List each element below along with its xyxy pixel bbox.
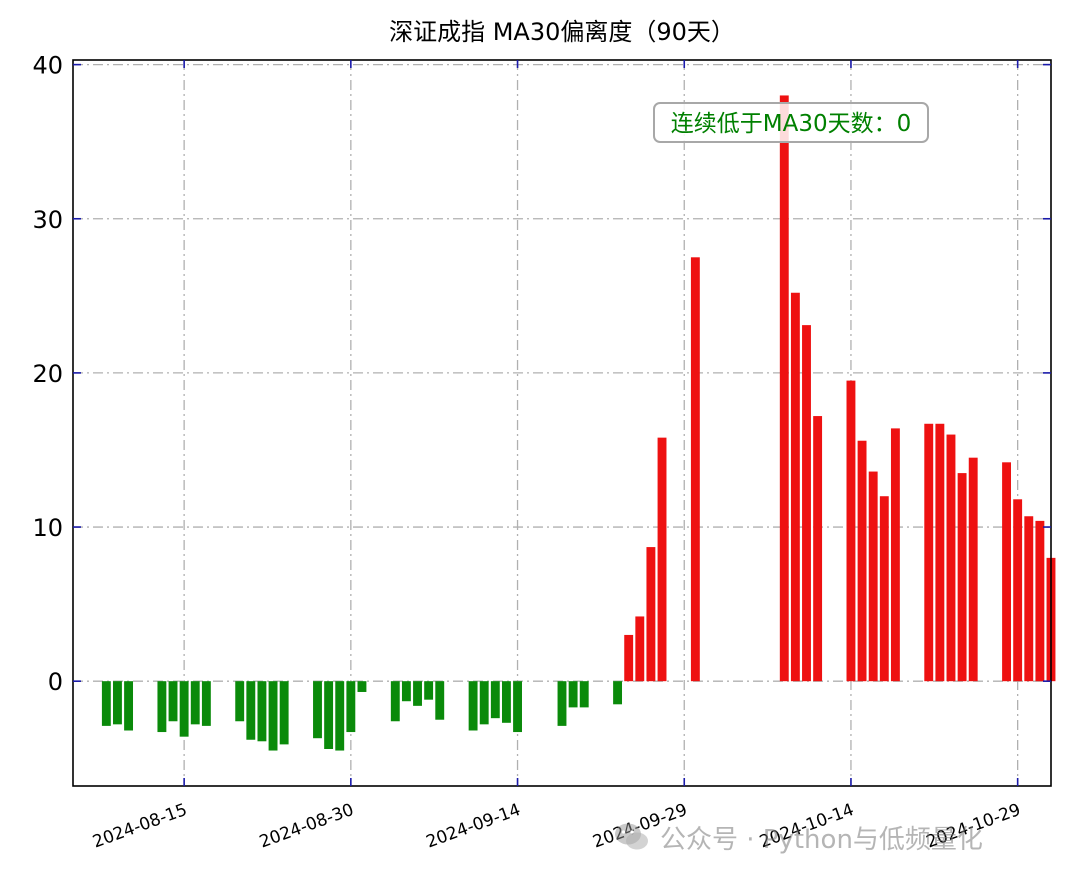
watermark-text: 公众号 · Python与低频量化 <box>660 824 983 855</box>
bar <box>124 681 134 731</box>
bar <box>879 496 889 682</box>
bar <box>190 681 200 725</box>
bar <box>479 681 489 725</box>
watermark: 公众号 · Python与低频量化 <box>612 812 983 862</box>
bar <box>324 681 334 749</box>
bar <box>557 681 567 726</box>
bar <box>968 457 978 682</box>
plot-frame <box>72 59 1052 787</box>
bar <box>501 681 511 723</box>
bar <box>657 437 667 682</box>
bar <box>168 681 178 722</box>
bar <box>279 681 289 745</box>
bar <box>401 681 411 702</box>
bar <box>157 681 167 733</box>
bar <box>513 681 522 733</box>
bar <box>257 681 267 742</box>
wechat-icon <box>615 823 648 850</box>
bar <box>779 95 789 682</box>
bar <box>957 473 967 682</box>
bar <box>790 292 800 682</box>
bar <box>113 681 122 725</box>
bar <box>1013 499 1023 682</box>
bar <box>101 681 111 726</box>
bar <box>201 681 211 726</box>
bar <box>890 428 900 682</box>
bar <box>346 681 356 733</box>
annotation-box: 连续低于MA30天数：0 <box>653 102 929 143</box>
bar <box>313 681 322 739</box>
bar <box>335 681 345 751</box>
bar <box>690 257 700 682</box>
y-tick-label: 30 <box>32 206 63 234</box>
bar <box>579 681 589 708</box>
bar <box>624 634 634 682</box>
bar <box>613 681 623 705</box>
bar <box>935 423 945 682</box>
bar <box>635 616 645 682</box>
bar <box>1035 520 1045 682</box>
bar <box>435 681 445 720</box>
annotation-text: 连续低于MA30天数：0 <box>671 111 911 137</box>
bar <box>1002 462 1011 682</box>
bar <box>179 681 189 737</box>
annotation-frame <box>653 102 929 143</box>
bar <box>813 416 823 682</box>
bar <box>246 681 256 740</box>
bar <box>468 681 478 731</box>
ticks-layer <box>73 60 1051 786</box>
y-tick-label: 20 <box>32 360 63 388</box>
bar <box>846 380 856 682</box>
bar <box>268 681 278 751</box>
bar <box>868 471 878 682</box>
bar <box>413 681 422 706</box>
bar <box>857 440 867 682</box>
chart-title: 深证成指 MA30偏离度（90天） <box>389 18 735 46</box>
bar <box>802 325 811 682</box>
bars-layer <box>101 95 1056 751</box>
bar <box>424 681 434 700</box>
y-tick-label: 10 <box>32 514 63 542</box>
bar <box>1024 516 1034 682</box>
bar <box>924 423 934 682</box>
bar <box>357 681 367 692</box>
bar <box>390 681 400 722</box>
bar <box>490 681 500 719</box>
bar <box>235 681 245 722</box>
y-tick-label: 40 <box>32 52 63 80</box>
bar <box>646 547 656 682</box>
bar <box>946 434 956 682</box>
bar <box>568 681 578 708</box>
y-tick-label: 0 <box>48 668 63 696</box>
